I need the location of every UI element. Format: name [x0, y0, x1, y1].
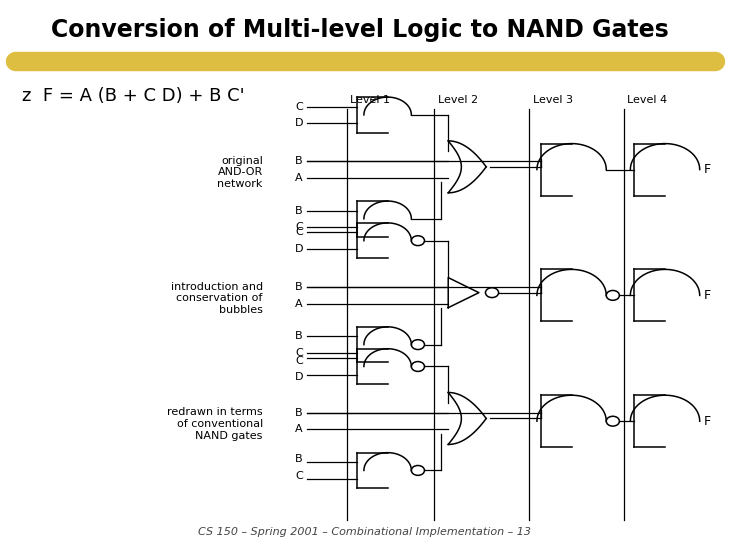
Text: D: D: [294, 118, 303, 128]
Text: CS 150 – Spring 2001 – Combinational Implementation – 13: CS 150 – Spring 2001 – Combinational Imp…: [199, 527, 531, 537]
Text: A: A: [296, 424, 303, 434]
Text: Level 2: Level 2: [438, 95, 477, 105]
Text: z  F = A (B + C D) + B C': z F = A (B + C D) + B C': [22, 87, 245, 104]
Text: Level 3: Level 3: [533, 95, 572, 105]
Text: C: C: [295, 222, 303, 232]
Text: A: A: [296, 173, 303, 183]
Text: B: B: [296, 156, 303, 166]
Text: F: F: [704, 415, 710, 428]
Text: C: C: [295, 348, 303, 358]
Text: C: C: [295, 228, 303, 237]
Text: Level 4: Level 4: [628, 95, 667, 105]
Text: C: C: [295, 356, 303, 366]
Text: B: B: [296, 408, 303, 418]
Text: original
AND-OR
network: original AND-OR network: [218, 156, 263, 189]
Text: B: B: [296, 455, 303, 464]
Text: Conversion of Multi-level Logic to NAND Gates: Conversion of Multi-level Logic to NAND …: [51, 18, 669, 42]
Text: C: C: [295, 102, 303, 112]
Text: F: F: [704, 163, 710, 176]
Text: B: B: [296, 206, 303, 216]
Text: C: C: [295, 471, 303, 481]
Text: B: B: [296, 282, 303, 292]
Text: introduction and
conservation of
bubbles: introduction and conservation of bubbles: [171, 282, 263, 315]
Text: D: D: [294, 244, 303, 254]
Text: D: D: [294, 373, 303, 382]
Text: B: B: [296, 331, 303, 341]
Text: A: A: [296, 299, 303, 309]
Text: redrawn in terms
of conventional
NAND gates: redrawn in terms of conventional NAND ga…: [167, 408, 263, 440]
Text: F: F: [704, 289, 710, 302]
Text: Level 1: Level 1: [350, 95, 390, 105]
